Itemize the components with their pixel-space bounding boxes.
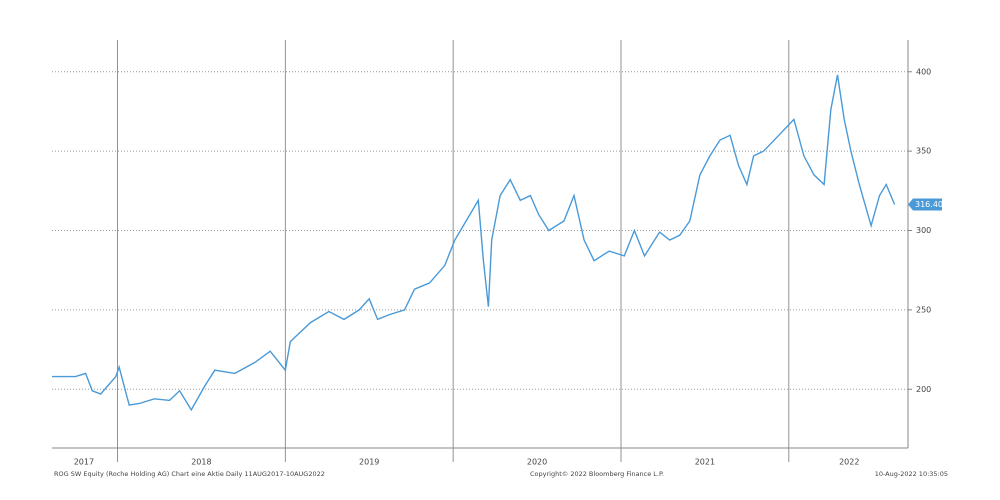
y-tick-label: 350 [916,147,931,156]
y-tick-label: 250 [916,305,931,314]
x-tick-label: 2017 [74,458,94,467]
y-tick-label: 400 [916,67,931,76]
x-tick-label: 2022 [839,458,859,467]
last-value-box [908,198,942,211]
y-tick-label: 200 [916,385,931,394]
last-value-label: 316.40 [915,200,943,209]
x-tick-label: 2018 [191,458,211,467]
footer-text: 10-Aug-2022 10:35:05 [875,470,948,478]
x-tick-label: 2021 [695,458,715,467]
x-tick-label: 2019 [359,458,379,467]
footer-text: ROG SW Equity (Roche Holding AG) Chart e… [54,470,325,478]
footer-text: Copyright© 2022 Bloomberg Finance L.P. [530,470,664,478]
price-line [52,74,896,412]
y-tick-label: 300 [916,226,931,235]
x-tick-label: 2020 [527,458,547,467]
